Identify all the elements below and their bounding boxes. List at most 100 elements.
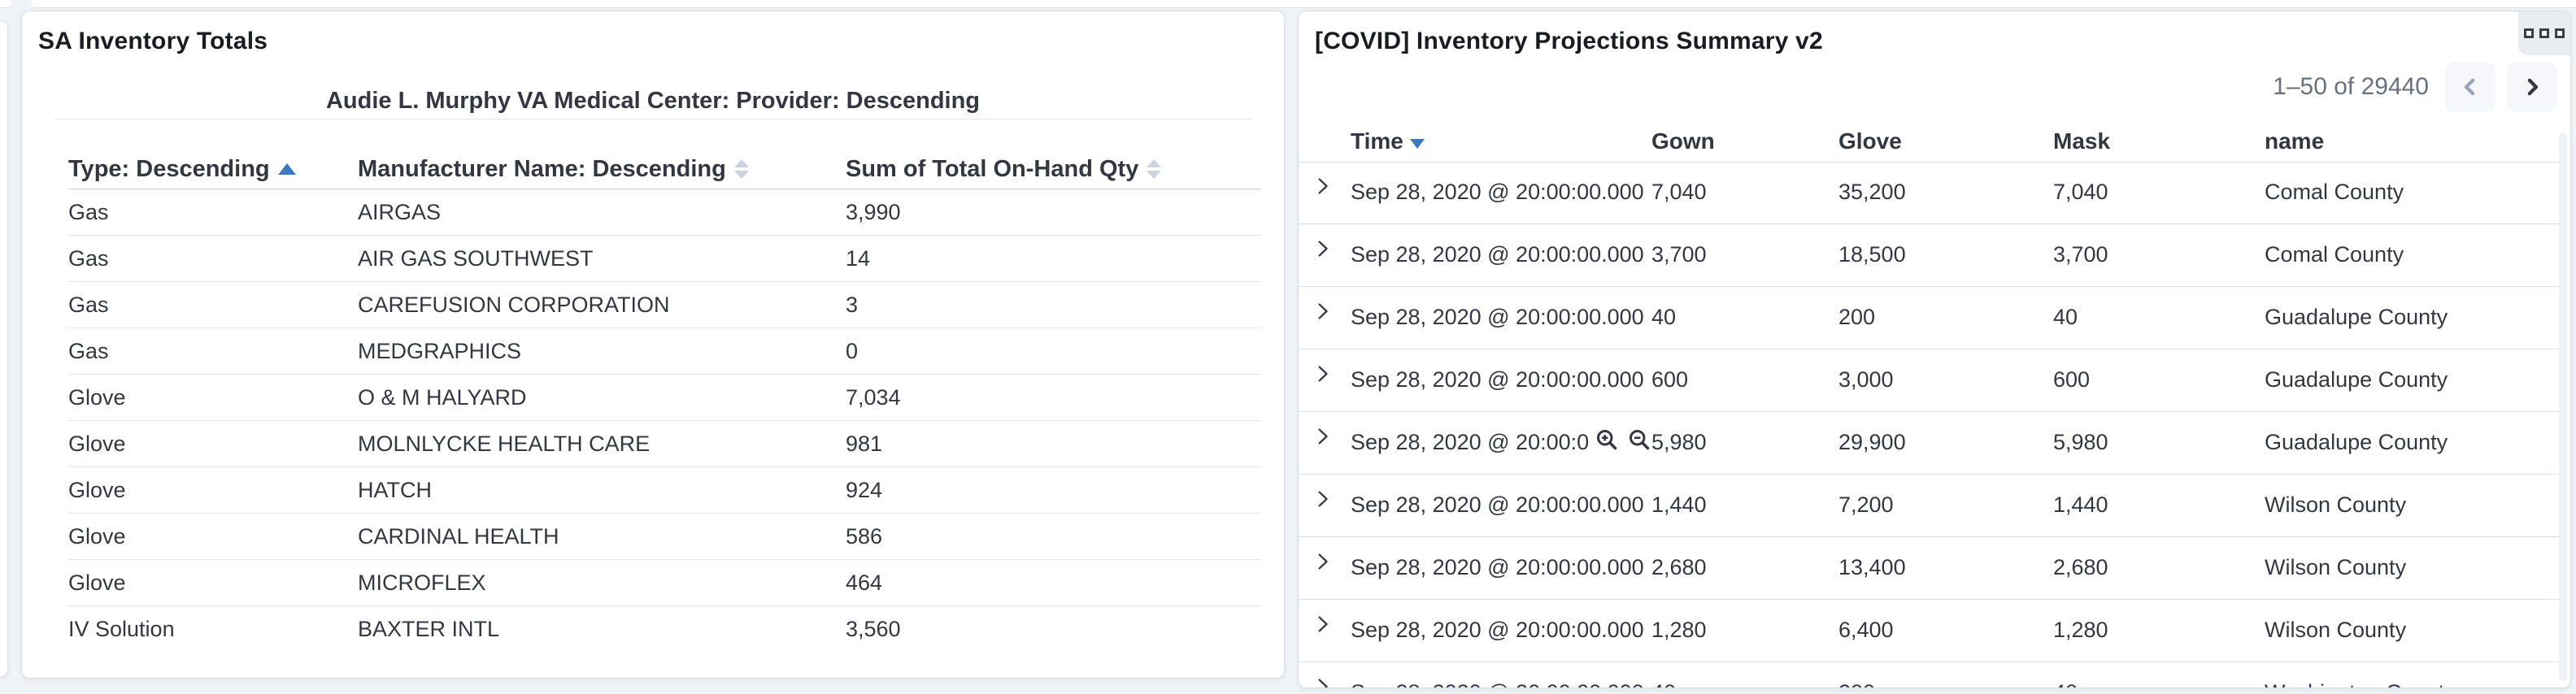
time-value: Sep 28, 2020 @ 20:00:00.000 — [1351, 492, 1644, 517]
chevron-right-icon — [1318, 303, 1328, 319]
mask-cell: 1,280 — [2053, 618, 2108, 642]
glove-cell: 7,200 — [1838, 492, 1894, 517]
filter-for-value-button[interactable] — [1595, 428, 1618, 451]
qty-cell: 981 — [846, 431, 883, 456]
column-header-gown[interactable]: Gown — [1651, 128, 1838, 154]
manufacturer-cell: MEDGRAPHICS — [358, 338, 522, 363]
qty-cell: 0 — [846, 338, 859, 363]
type-cell: Gas — [68, 199, 109, 224]
gown-cell: 40 — [1651, 662, 1838, 687]
vertical-scrollbar[interactable] — [2559, 133, 2567, 681]
mask-cell: 600 — [2053, 367, 2091, 392]
gown-cell: 5,980 — [1651, 430, 1707, 454]
column-header-mask[interactable]: Mask — [2053, 128, 2265, 154]
time-cell: Sep 28, 2020 @ 20:00:00.000 — [1351, 537, 1651, 599]
table-row: Glove HATCH 924 — [68, 467, 1261, 514]
manufacturer-cell: CARDINAL HEALTH — [358, 523, 559, 549]
qty-cell: 3,560 — [846, 616, 901, 641]
manufacturer-cell: CAREFUSION CORPORATION — [358, 292, 670, 317]
column-header-label: Gown — [1651, 128, 1715, 154]
cropped-panel-above — [31, 0, 2576, 8]
type-cell: Glove — [68, 570, 126, 595]
table-row: Glove O & M HALYARD 7,034 — [68, 375, 1261, 421]
mask-cell: 7,040 — [2053, 180, 2108, 204]
previous-page-button[interactable] — [2445, 62, 2496, 112]
table-row: Glove MOLNLYCKE HEALTH CARE 981 — [68, 421, 1261, 467]
expand-row-button[interactable] — [1312, 300, 1334, 323]
table-row: Sep 28, 2020 @ 20:00:00.000 3,700 18,500… — [1299, 224, 2559, 287]
next-page-button[interactable] — [2507, 62, 2557, 112]
sort-descending-icon — [1409, 139, 1425, 149]
type-cell: Glove — [68, 384, 126, 410]
time-value: Sep 28, 2020 @ 20:00:00.000 — [1351, 180, 1644, 204]
gown-cell: 3,700 — [1651, 242, 1707, 267]
mask-cell: 40 — [2053, 662, 2265, 687]
magnify-plus-icon — [1597, 430, 1617, 450]
panel-title: [COVID] Inventory Projections Summary v2 — [1315, 28, 1823, 54]
name-cell: Comal County — [2265, 180, 2404, 204]
table-header-row: Type: Descending Manufacturer Name: Desc… — [68, 150, 1261, 189]
glove-cell: 18,500 — [1838, 242, 1906, 267]
table-row: Sep 28, 2020 @ 20:00:00.000 40 200 40 Wa… — [1299, 662, 2559, 687]
column-header-qty[interactable]: Sum of Total On-Hand Qty — [846, 156, 1261, 183]
type-cell: IV Solution — [68, 616, 175, 641]
column-header-manufacturer[interactable]: Manufacturer Name: Descending — [358, 156, 846, 183]
qty-cell: 464 — [846, 570, 883, 595]
time-value: Sep 28, 2020 @ 20:00:0 — [1351, 430, 1590, 454]
column-header-label: Mask — [2053, 128, 2111, 154]
name-cell: Guadalupe County — [2265, 305, 2448, 329]
expand-row-button[interactable] — [1312, 675, 1334, 687]
table-row: Sep 28, 2020 @ 20:00:00.000 600 3,000 60… — [1299, 349, 2559, 412]
panel-options-button[interactable] — [2524, 28, 2565, 38]
type-cell: Gas — [68, 245, 109, 271]
column-header-time[interactable]: Time — [1351, 128, 1651, 154]
chevron-left-icon — [2464, 78, 2475, 96]
type-cell: Gas — [68, 292, 109, 317]
glove-cell: 29,900 — [1838, 430, 1906, 454]
gown-cell: 1,280 — [1651, 618, 1707, 642]
chevron-right-icon — [1318, 491, 1328, 507]
name-cell: Wilson County — [2265, 555, 2407, 579]
table-row: Sep 28, 2020 @ 20:00:00.000 1,280 6,400 … — [1299, 600, 2559, 662]
filter-out-value-button[interactable] — [1628, 428, 1651, 451]
table-subtitle: Audie L. Murphy VA Medical Center: Provi… — [325, 88, 981, 114]
column-header-label: Sum of Total On-Hand Qty — [846, 155, 1139, 182]
glove-cell: 6,400 — [1838, 618, 1894, 642]
column-header-label: Time — [1351, 128, 1403, 154]
sort-ascending-icon — [277, 163, 296, 175]
name-cell: Wilson County — [2265, 618, 2407, 642]
expand-row-button[interactable] — [1312, 175, 1334, 197]
expand-row-button[interactable] — [1312, 613, 1334, 635]
glove-cell: 200 — [1838, 662, 2053, 687]
column-header-label: Glove — [1838, 128, 1902, 154]
name-cell: Guadalupe County — [2265, 367, 2448, 392]
time-value: Sep 28, 2020 @ 20:00:00.000 — [1351, 618, 1644, 642]
expand-row-button[interactable] — [1312, 425, 1334, 448]
manufacturer-cell: AIR GAS SOUTHWEST — [358, 245, 594, 271]
column-header-name[interactable]: name — [2265, 128, 2559, 154]
name-cell: Comal County — [2265, 242, 2404, 267]
gown-cell: 7,040 — [1651, 180, 1707, 204]
left-table-body: Gas AIRGAS 3,990 Gas AIR GAS SOUTHWEST 1… — [68, 189, 1261, 652]
expand-row-button[interactable] — [1312, 362, 1334, 385]
expand-row-button[interactable] — [1312, 237, 1334, 260]
glove-cell: 3,000 — [1838, 367, 1894, 392]
expand-row-button[interactable] — [1312, 550, 1334, 573]
manufacturer-cell: BAXTER INTL — [358, 616, 500, 641]
column-header-glove[interactable]: Glove — [1838, 128, 2053, 154]
table-row: Gas AIR GAS SOUTHWEST 14 — [68, 236, 1261, 282]
qty-cell: 3 — [846, 292, 859, 317]
panel-sa-inventory-totals: SA Inventory Totals Audie L. Murphy VA M… — [21, 11, 1285, 679]
table-row: IV Solution BAXTER INTL 3,560 — [68, 606, 1261, 652]
qty-cell: 924 — [846, 477, 883, 502]
expand-row-button[interactable] — [1312, 488, 1334, 510]
sortable-icon — [1147, 159, 1162, 179]
time-cell: Sep 28, 2020 @ 20:00:00.000 — [1351, 162, 1651, 223]
panel-options-icon — [2524, 28, 2534, 38]
time-value: Sep 28, 2020 @ 20:00:00.000 — [1351, 680, 1644, 687]
time-value: Sep 28, 2020 @ 20:00:00.000 — [1351, 555, 1644, 579]
panel-covid-inventory-projections: [COVID] Inventory Projections Summary v2… — [1298, 11, 2571, 688]
column-header-type[interactable]: Type: Descending — [68, 156, 358, 183]
name-cell: Washington County — [2265, 662, 2559, 687]
